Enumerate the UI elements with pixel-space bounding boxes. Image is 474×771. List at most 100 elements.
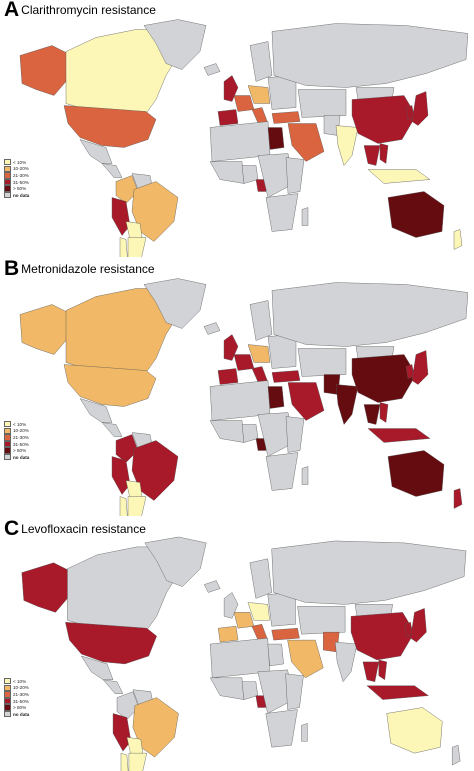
panel-b-header: B Metronidazole resistance [4, 258, 155, 279]
legend-item-gt50: > 50% [4, 704, 54, 711]
legend-swatch [4, 697, 11, 705]
country-se-asia [363, 145, 381, 166]
legend-item-p31-50: 31-50% [4, 697, 54, 705]
legend-item-gt50: > 50% [4, 447, 54, 454]
legend-item-p10-20: 10-20% [4, 684, 54, 692]
legend-item-p21-30: 21-30% [4, 172, 54, 179]
country-central-asia [297, 348, 347, 377]
legend-swatch [4, 434, 11, 441]
country-colombia [115, 434, 139, 463]
country-france [233, 95, 255, 112]
legend-swatch [4, 159, 11, 166]
legend-swatch [4, 704, 11, 711]
country-vietnam [378, 659, 387, 681]
country-scandinavia [249, 41, 273, 82]
country-australia [387, 450, 445, 497]
country-east-africa [285, 157, 305, 194]
country-india [335, 125, 359, 166]
country-australia [386, 707, 443, 754]
legend-item-p31-50: 31-50% [4, 178, 54, 186]
country-iceland [203, 322, 221, 335]
country-turkey [271, 370, 301, 383]
legend-label: 31-50% [13, 698, 29, 704]
country-mexico [79, 139, 113, 164]
country-west-africa [209, 420, 245, 443]
country-nigeria [241, 681, 259, 700]
country-india [334, 641, 358, 683]
country-usa [63, 364, 157, 407]
legend-label: > 50% [13, 448, 27, 454]
legend-item-nodata: no data [4, 192, 54, 199]
country-bolivia [125, 480, 143, 499]
legend-item-lt10: < 10% [4, 678, 54, 685]
country-central-asia [297, 89, 347, 118]
legend-item-p10-20: 10-20% [4, 427, 54, 435]
country-new-zealand [453, 488, 463, 509]
legend-c: < 10% 10-20% 21-30% 31-50% > 50% no data [4, 678, 54, 718]
legend-label: no data [13, 454, 30, 460]
legend-item-p31-50: 31-50% [4, 440, 54, 448]
legend-item-p21-30: 21-30% [4, 691, 54, 698]
legend-a: < 10% 10-20% 21-30% 31-50% > 50% no data [4, 159, 54, 199]
panel-a-title: Clarithromycin resistance [21, 3, 156, 17]
country-southern-africa [265, 452, 299, 491]
country-middle-east [287, 382, 325, 421]
country-brazil [131, 181, 179, 242]
country-peru [112, 713, 132, 752]
legend-label: no data [13, 711, 30, 717]
country-iberia [217, 109, 239, 126]
legend-swatch [4, 172, 11, 179]
country-west-africa [209, 161, 245, 184]
legend-swatch [4, 447, 11, 454]
country-russia [271, 23, 468, 88]
country-iceland [203, 63, 221, 76]
legend-label: > 50% [13, 186, 27, 192]
legend-swatch [4, 421, 11, 428]
country-colombia [115, 175, 139, 204]
country-madagascar [301, 207, 309, 226]
legend-label: < 10% [13, 421, 27, 427]
country-greenland [143, 278, 207, 329]
country-indonesia [367, 428, 431, 443]
legend-swatch [4, 678, 11, 685]
legend-label: 31-50% [13, 441, 29, 447]
legend-swatch [4, 711, 11, 718]
country-japan [410, 608, 427, 643]
country-alaska [19, 45, 69, 96]
panel-b: B Metronidazole resistance < 10% 10-20% 21-… [0, 258, 474, 516]
country-east-africa [285, 416, 305, 453]
country-china [351, 95, 417, 144]
panel-a: A Clarithromycin resistance < 10% 10-20% 21… [0, 0, 474, 257]
country-uk [223, 592, 239, 619]
country-vietnam [379, 402, 389, 423]
country-west-africa [209, 677, 245, 700]
country-madagascar [301, 466, 309, 485]
country-vietnam [379, 143, 389, 164]
panel-a-header: A Clarithromycin resistance [4, 0, 156, 20]
country-turkey [271, 627, 300, 641]
legend-label: 31-50% [13, 179, 29, 185]
legend-swatch [4, 192, 11, 199]
country-russia [271, 540, 467, 605]
legend-label: no data [13, 192, 30, 198]
country-iberia [217, 625, 239, 643]
country-bolivia [126, 737, 144, 756]
country-france [233, 354, 255, 371]
legend-label: 10-20% [13, 166, 29, 172]
country-mexico [80, 655, 114, 680]
country-se-asia [362, 661, 380, 682]
panel-b-title: Metronidazole resistance [21, 262, 155, 276]
legend-item-nodata: no data [4, 454, 54, 461]
legend-label: 10-20% [13, 428, 29, 434]
country-madagascar [301, 723, 308, 742]
country-uk [223, 75, 239, 102]
panel-c: C Levofloxacin resistance < 10% 10-20% 21-3… [0, 518, 474, 771]
country-chile [120, 752, 129, 771]
country-new-zealand [453, 229, 463, 250]
country-middle-east [287, 123, 325, 162]
country-china [350, 612, 415, 661]
world-map-b [19, 278, 468, 516]
country-russia [271, 282, 468, 347]
legend-swatch [4, 440, 11, 448]
panel-a-letter: A [4, 0, 20, 21]
